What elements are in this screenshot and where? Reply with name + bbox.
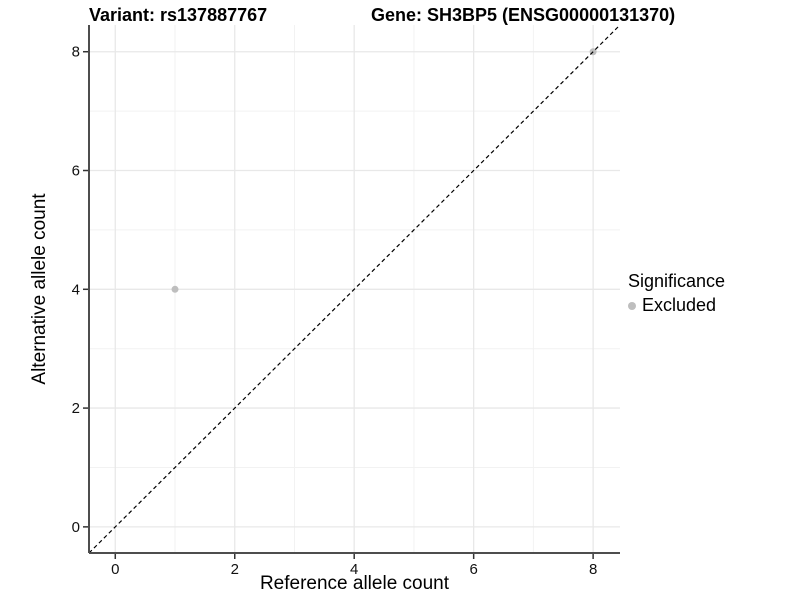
- legend-point-icon: [628, 301, 636, 310]
- x-tick-label: 8: [589, 561, 597, 578]
- y-tick-label: 6: [72, 163, 80, 180]
- plot-title-gene: Gene: SH3BP5 (ENSG00000131370): [371, 5, 676, 25]
- legend-item-excluded: Excluded: [628, 295, 725, 316]
- legend-item-label: Excluded: [642, 295, 717, 315]
- y-tick-label: 4: [72, 281, 80, 298]
- x-tick-label: 4: [350, 561, 358, 578]
- x-axis-title: Reference allele count: [259, 573, 450, 594]
- y-tick-label: 2: [72, 400, 80, 417]
- plot-title-variant: Variant: rs137887767: [89, 5, 268, 25]
- y-tick-label: 0: [72, 519, 80, 536]
- x-tick-label: 6: [469, 561, 477, 578]
- y-axis-title: Alternative allele count: [29, 193, 50, 385]
- data-point: [171, 285, 179, 293]
- y-tick-label: 8: [72, 44, 80, 61]
- legend: Significance Excluded: [628, 271, 725, 316]
- identity-line: [88, 24, 621, 554]
- x-tick-label: 0: [111, 561, 119, 578]
- x-tick-label: 2: [231, 561, 239, 578]
- legend-title: Significance: [628, 271, 726, 291]
